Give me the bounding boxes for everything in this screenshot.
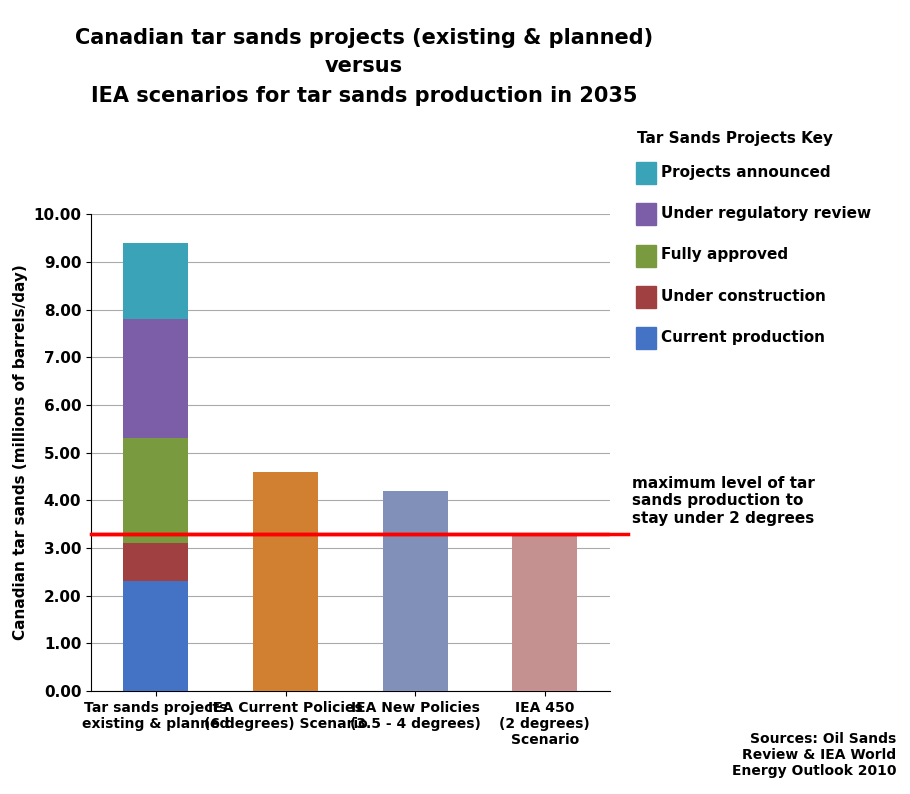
Bar: [124, 581, 188, 691]
Bar: [512, 534, 577, 691]
Bar: [124, 243, 188, 319]
Text: Sources: Oil Sands
Review & IEA World
Energy Outlook 2010: Sources: Oil Sands Review & IEA World En…: [732, 732, 896, 778]
Text: Under regulatory review: Under regulatory review: [661, 206, 871, 221]
Text: IEA scenarios for tar sands production in 2035: IEA scenarios for tar sands production i…: [91, 86, 637, 106]
Text: versus: versus: [325, 56, 403, 75]
Bar: [124, 438, 188, 543]
Text: Tar Sands Projects Key: Tar Sands Projects Key: [637, 131, 833, 146]
Text: Under construction: Under construction: [661, 289, 825, 303]
Bar: [124, 543, 188, 581]
Text: Projects announced: Projects announced: [661, 165, 830, 179]
Bar: [383, 491, 448, 691]
Text: Current production: Current production: [661, 330, 824, 345]
Text: maximum level of tar
sands production to
stay under 2 degrees: maximum level of tar sands production to…: [632, 476, 815, 526]
Y-axis label: Canadian tar sands (millions of barrels/day): Canadian tar sands (millions of barrels/…: [13, 264, 27, 641]
Text: Fully approved: Fully approved: [661, 248, 788, 262]
Bar: [124, 319, 188, 438]
Text: Canadian tar sands projects (existing & planned): Canadian tar sands projects (existing & …: [75, 28, 653, 48]
Bar: [253, 472, 318, 691]
